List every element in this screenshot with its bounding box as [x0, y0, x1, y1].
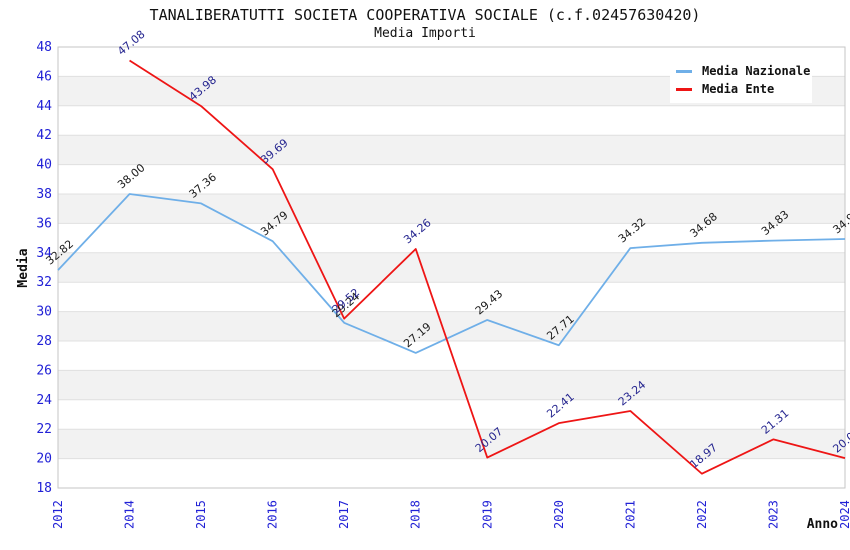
y-tick-label: 24 — [36, 393, 52, 408]
y-tick-label: 38 — [36, 187, 52, 202]
x-tick-label: 2012 — [51, 500, 65, 529]
x-tick-label: 2015 — [194, 500, 208, 529]
y-tick-label: 26 — [36, 363, 52, 378]
legend-line-swatch-nazionale — [676, 69, 692, 73]
series-line-media-nazionale — [57, 193, 846, 354]
y-tick-label: 48 — [36, 40, 52, 55]
x-tick-label: 2019 — [480, 500, 494, 529]
x-tick-label: 2023 — [766, 500, 780, 529]
y-tick-label: 30 — [36, 305, 52, 320]
plot-band — [58, 252, 845, 283]
x-tick-label: 2022 — [695, 500, 709, 529]
y-tick-label: 28 — [36, 334, 52, 349]
x-tick-label: 2016 — [266, 500, 280, 529]
legend-item-media-nazionale: Media Nazionale — [676, 62, 812, 80]
data-point-label: 38.00 — [115, 161, 147, 191]
y-tick-label: 40 — [36, 158, 52, 173]
legend-line-swatch-ente — [676, 87, 692, 91]
y-tick-label: 34 — [36, 246, 52, 261]
x-tick-label: 2017 — [337, 500, 351, 529]
series-line-media-ente — [129, 59, 846, 475]
plot-band — [58, 429, 845, 459]
x-tick-label: 2024 — [838, 500, 850, 529]
y-tick-label: 44 — [36, 99, 52, 114]
data-point-label: 47.08 — [115, 28, 147, 58]
x-tick-label: 2018 — [409, 500, 423, 529]
y-tick-label: 18 — [36, 481, 52, 496]
y-tick-label: 46 — [36, 69, 52, 84]
chart-title: TANALIBERATUTTI SOCIETA COOPERATIVA SOCI… — [149, 6, 701, 24]
legend-label: Media Ente — [702, 82, 775, 96]
plot-band — [58, 194, 845, 224]
legend-item-media-ente: Media Ente — [676, 80, 812, 98]
y-tick-label: 22 — [36, 422, 52, 437]
y-tick-label: 36 — [36, 216, 52, 231]
plot-border — [57, 46, 846, 489]
x-tick-label: 2021 — [623, 500, 637, 529]
plot-band — [58, 135, 845, 165]
x-tick-label: 2014 — [123, 500, 137, 529]
x-tick-label: 2020 — [552, 500, 566, 529]
x-axis-title: Anno — [807, 517, 838, 532]
legend: Media Nazionale Media Ente — [670, 57, 812, 103]
plot-band — [58, 370, 845, 400]
chart-subtitle: Media Importi — [374, 26, 476, 41]
y-tick-label: 42 — [36, 128, 52, 143]
legend-label: Media Nazionale — [702, 64, 811, 78]
y-tick-label: 20 — [36, 452, 52, 467]
y-tick-label: 32 — [36, 275, 52, 290]
y-axis-title: Media — [16, 248, 31, 287]
